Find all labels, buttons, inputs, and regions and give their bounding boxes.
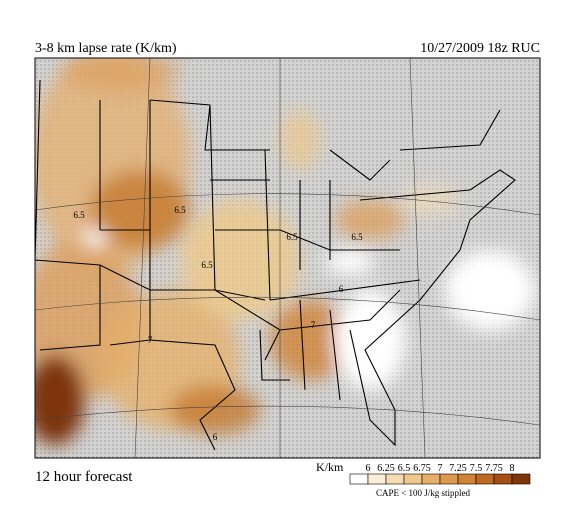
contour-label: 6 <box>213 432 218 442</box>
contour-labels: 6.5 6.5 6.5 6.5 6.5 6 6 7 7 <box>73 205 363 442</box>
contour-label: 6.5 <box>351 232 363 242</box>
legend-swatch <box>349 473 369 485</box>
contour-label: 6.5 <box>286 232 298 242</box>
legend-level: 6 <box>366 463 371 474</box>
legend-swatch <box>475 473 495 485</box>
state-borders <box>35 79 516 451</box>
contour-label: 6.5 <box>201 260 213 270</box>
legend-level: 6.75 <box>413 463 431 474</box>
legend-swatch <box>421 473 441 485</box>
legend-swatch <box>403 473 423 485</box>
contour-label: 7 <box>311 320 316 330</box>
legend: 6 6.25 6.5 6.75 7 7.25 7.5 7.75 8 <box>349 463 531 485</box>
legend-level: 7.25 <box>449 463 467 474</box>
contour-label: 7 <box>148 335 153 345</box>
legend-swatch <box>493 473 513 485</box>
valid-time: 10/27/2009 18z RUC <box>420 41 540 56</box>
legend-swatch <box>457 473 477 485</box>
legend-swatch <box>439 473 459 485</box>
forecast-label: 12 hour forecast <box>35 469 133 485</box>
legend-swatch <box>511 473 531 485</box>
legend-swatch <box>367 473 387 485</box>
lapse-rate-field <box>35 58 535 445</box>
lat-lon-grid <box>35 58 540 458</box>
map-title: 3-8 km lapse rate (K/km) <box>35 41 177 56</box>
map-area <box>35 58 540 458</box>
legend-note: CAPE < 100 J/kg stippled <box>376 488 471 498</box>
legend-level: 6.5 <box>398 463 411 474</box>
legend-level: 8 <box>510 463 515 474</box>
legend-unit: K/km <box>316 460 344 474</box>
contour-label: 6.5 <box>73 210 85 220</box>
map-frame <box>34 57 541 459</box>
legend-level: 7.5 <box>470 463 483 474</box>
legend-level: 6.25 <box>377 463 395 474</box>
legend-level: 7 <box>438 463 443 474</box>
legend-swatch <box>385 473 405 485</box>
legend-level: 7.75 <box>485 463 503 474</box>
contour-label: 6.5 <box>174 205 186 215</box>
contour-label: 6 <box>339 284 344 294</box>
